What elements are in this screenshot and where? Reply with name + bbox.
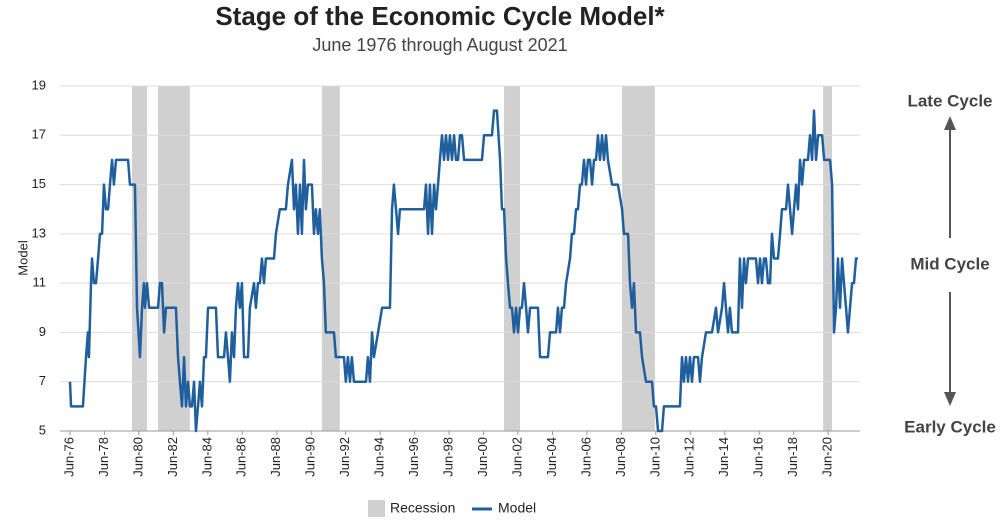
model-line <box>68 109 858 433</box>
x-tick-label: Jun-84 <box>199 437 214 477</box>
recession-band <box>132 86 148 431</box>
x-tick-label: Jun-06 <box>578 437 593 477</box>
x-tick-label: Jun-14 <box>716 437 731 477</box>
x-tick-label: Jun-90 <box>303 437 318 477</box>
x-tick-label: Jun-04 <box>544 437 559 477</box>
legend-label: Model <box>498 500 536 516</box>
x-tick-label: Jun-96 <box>406 437 421 477</box>
y-axis-label: Model <box>15 240 30 276</box>
x-tick-label: Jun-20 <box>820 437 835 477</box>
legend-swatch <box>368 500 385 517</box>
x-tick-label: Jun-00 <box>475 437 490 477</box>
y-tick-label: 5 <box>39 422 46 437</box>
annotation: Late Cycle <box>907 91 992 110</box>
y-tick-label: 13 <box>32 225 46 240</box>
x-tick-label: Jun-98 <box>440 437 455 477</box>
x-tick-label: Jun-92 <box>337 437 352 477</box>
x-tick-label: Jun-80 <box>130 437 145 477</box>
x-tick-label: Jun-78 <box>96 437 111 477</box>
recession-band <box>622 86 655 431</box>
recession-band <box>823 86 833 431</box>
x-tick-label: Jun-82 <box>165 437 180 477</box>
x-tick-label: Jun-12 <box>682 437 697 477</box>
chart-title: Stage of the Economic Cycle Model* <box>215 1 665 31</box>
recession-band <box>504 86 521 431</box>
y-tick-label: 9 <box>39 324 46 339</box>
x-tick-label: Jun-16 <box>751 437 766 477</box>
y-tick-label: 15 <box>32 176 46 191</box>
x-tick-label: Jun-10 <box>647 437 662 477</box>
x-tick-label: Jun-94 <box>372 437 387 477</box>
annotation: Early Cycle <box>904 417 996 436</box>
y-tick-label: 17 <box>32 127 46 142</box>
recession-band <box>321 86 340 431</box>
x-tick-label: Jun-02 <box>509 437 524 477</box>
arrow-head <box>944 116 956 130</box>
legend-label: Recession <box>390 500 455 516</box>
arrow-head <box>944 392 956 406</box>
x-tick-label: Jun-08 <box>613 437 628 477</box>
y-tick-label: 11 <box>33 275 47 290</box>
annotation: Mid Cycle <box>910 254 989 273</box>
x-tick-label: Jun-76 <box>61 437 76 477</box>
y-tick-label: 19 <box>32 77 46 92</box>
x-tick-label: Jun-86 <box>234 437 249 477</box>
chart-subtitle: June 1976 through August 2021 <box>312 35 567 55</box>
x-tick-label: Jun-18 <box>785 437 800 477</box>
y-tick-label: 7 <box>39 373 46 388</box>
x-tick-label: Jun-88 <box>268 437 283 477</box>
